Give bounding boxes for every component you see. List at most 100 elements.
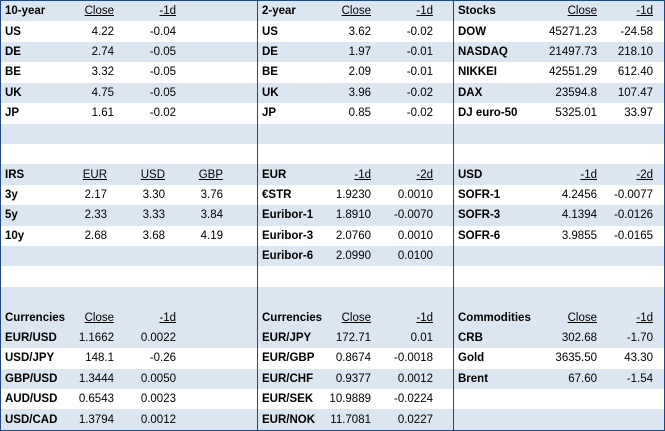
row: JP 1.61 -0.02	[1, 103, 257, 123]
row-label: DAX	[458, 86, 483, 99]
row-label: Euribor-1	[262, 209, 314, 222]
row: SOFR-3 4.1394 -0.0126	[454, 205, 664, 226]
cell-value: 1.3444	[78, 372, 114, 385]
panel: 10-year Close -1d US 4.22 -0.04 DE 2.74 -0.05 BE 3…	[1, 1, 257, 164]
cell-value: -1d	[354, 168, 371, 181]
cell-value: 4.75	[91, 86, 114, 99]
row-label: Gold	[458, 352, 485, 365]
row: US 4.22 -0.04	[1, 21, 257, 41]
row-label: AUD/USD	[5, 393, 58, 406]
cell-value: 4.1394	[561, 209, 597, 222]
cell-value: 0.8674	[335, 352, 371, 365]
cell-value: 42551.29	[549, 66, 597, 79]
cell-value: -0.02	[406, 107, 433, 120]
row: EUR/CHF 0.9377 0.0012	[258, 368, 453, 390]
cell-value: 0.0022	[140, 331, 176, 344]
row-label: DOW	[458, 25, 487, 38]
cell-value: 0.0023	[140, 393, 176, 406]
row: 10y 2.68 3.68 4.19	[1, 226, 257, 246]
row-label: Commodities	[458, 311, 531, 324]
row-label: EUR/SEK	[262, 393, 314, 406]
cell-value: 3.96	[348, 86, 371, 99]
cell-value: 107.47	[617, 86, 653, 99]
cell-value: 3.9855	[561, 229, 597, 242]
panel: 2-year Close -1d US 3.62 -0.02 DE 1.97 -0.01 BE 2.…	[257, 1, 453, 165]
row-label: UK	[5, 86, 22, 99]
row: CRB 302.68 -1.70	[454, 327, 664, 349]
row: USD/CAD 1.3794 0.0012	[1, 409, 257, 430]
cell-value: Close	[84, 311, 114, 324]
row: BE 3.32 -0.05	[1, 62, 257, 82]
cell-value: GBP	[198, 168, 223, 181]
row: EUR/NOK 11.7081 0.0227	[258, 409, 453, 430]
column: 10-year Close -1d US 4.22 -0.04 DE 2.74 -0.05 BE 3…	[1, 1, 257, 430]
row-label: €STR	[262, 189, 292, 201]
cell-value: 4.19	[200, 229, 223, 242]
cell-value: -0.0165	[613, 229, 653, 242]
cell-value: 218.10	[617, 46, 653, 59]
row-label: Currencies	[262, 311, 323, 324]
cell-value: -1d	[159, 311, 176, 324]
cell-value: -0.02	[406, 25, 433, 38]
row-label: JP	[5, 107, 20, 120]
cell-value: 3.33	[142, 209, 165, 222]
cell-value: Close	[341, 311, 371, 324]
cell-value: -1.70	[626, 331, 653, 344]
cell-value: 0.01	[410, 331, 433, 344]
row: EUR/SEK 10.9889 -0.0224	[258, 389, 453, 409]
blank-row	[454, 266, 664, 286]
cell-value: 172.71	[335, 331, 371, 344]
cell-value: -0.02	[406, 86, 433, 99]
panel: IRS EUR USD GBP 3y 2.17 3.30 3.76 5y 2.33 3.33 3.84…	[1, 164, 257, 308]
cell-value: -0.05	[149, 66, 176, 79]
cell-value: 612.40	[617, 66, 653, 79]
row-label: Euribor-3	[262, 229, 314, 242]
row: GBP/USD 1.3444 0.0050	[1, 368, 257, 390]
row: EUR/USD 1.1662 0.0022	[1, 327, 257, 349]
row-label: DE	[5, 46, 21, 59]
cell-value: 2.0760	[335, 229, 371, 242]
row: US 3.62 -0.02	[258, 21, 453, 41]
cell-value: -0.04	[149, 25, 176, 38]
cell-value: 0.0012	[397, 372, 433, 385]
cell-value: 2.74	[91, 46, 114, 59]
panel: Stocks Close -1d DOW 45271.23 -24.58 NASDAQ 214…	[453, 1, 664, 165]
row-label: Brent	[458, 372, 489, 385]
cell-value: 0.9377	[335, 372, 371, 385]
row-label: 10-year	[5, 5, 46, 18]
cell-value: 1.61	[91, 107, 114, 120]
cell-value: -1d	[580, 168, 597, 181]
row-label: UK	[262, 86, 279, 99]
cell-value: 0.0227	[397, 413, 433, 426]
cell-value: Close	[341, 5, 371, 18]
cell-value: Close	[567, 5, 597, 18]
cell-value: -0.0077	[613, 189, 653, 201]
row-label: DE	[262, 46, 278, 59]
header-row: IRS EUR USD GBP	[1, 164, 257, 185]
row-label: SOFR-1	[458, 189, 501, 201]
header-row: Currencies Close -1d	[258, 307, 453, 328]
row: 3y 2.17 3.30 3.76	[1, 185, 257, 205]
row-label: NIKKEI	[458, 66, 497, 79]
cell-value: 3635.50	[555, 352, 597, 365]
blank-row	[258, 286, 453, 308]
cell-value: 2.33	[84, 209, 107, 222]
row-label: SOFR-3	[458, 209, 501, 222]
header-row: USD -1d -2d	[454, 164, 664, 185]
blank-row	[1, 266, 257, 286]
row-label: USD/JPY	[5, 352, 55, 365]
row: EUR/GBP 0.8674 -0.0018	[258, 348, 453, 368]
column: 2-year Close -1d US 3.62 -0.02 DE 1.97 -0.01 BE 2.…	[257, 1, 453, 430]
header-row: Stocks Close -1d	[454, 1, 664, 22]
cell-value: 0.85	[348, 107, 371, 120]
cell-value: -0.0070	[393, 209, 433, 222]
cell-value: 3.32	[91, 66, 114, 79]
cell-value: -1d	[159, 5, 176, 18]
header-row: EUR -1d -2d	[258, 164, 453, 185]
row-label: BE	[262, 66, 278, 79]
cell-value: 148.1	[85, 352, 114, 365]
row: USD/JPY 148.1 -0.26	[1, 348, 257, 368]
cell-value: 33.97	[624, 107, 653, 120]
cell-value: EUR	[82, 168, 107, 181]
cell-value: 10.9889	[329, 393, 371, 406]
